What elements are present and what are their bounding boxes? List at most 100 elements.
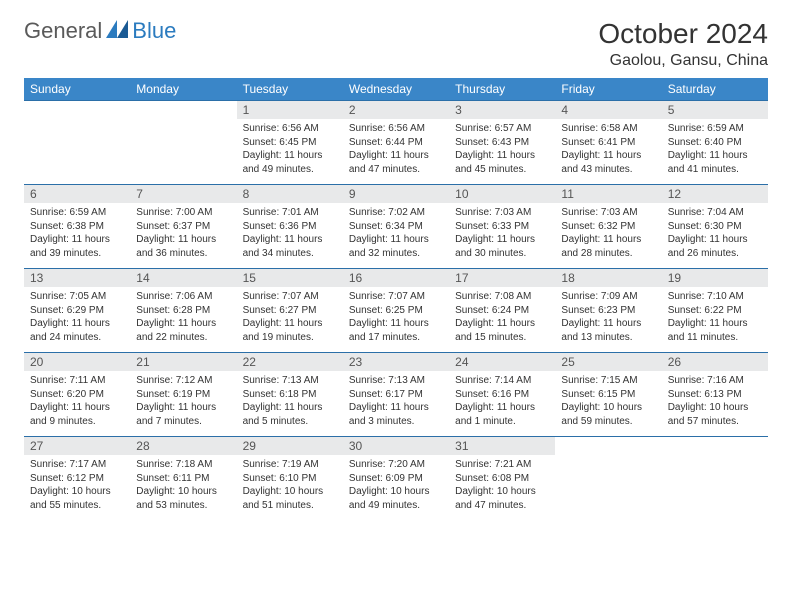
calendar-cell: 25Sunrise: 7:15 AMSunset: 6:15 PMDayligh… bbox=[555, 352, 661, 436]
calendar-cell bbox=[555, 436, 661, 520]
day-number: 18 bbox=[555, 269, 661, 287]
day-number: 26 bbox=[662, 353, 768, 371]
day-number: 30 bbox=[343, 437, 449, 455]
day-data: Sunrise: 7:19 AMSunset: 6:10 PMDaylight:… bbox=[237, 455, 343, 518]
day-number: 31 bbox=[449, 437, 555, 455]
calendar-cell: 8Sunrise: 7:01 AMSunset: 6:36 PMDaylight… bbox=[237, 184, 343, 268]
day-number: 22 bbox=[237, 353, 343, 371]
calendar-cell: 22Sunrise: 7:13 AMSunset: 6:18 PMDayligh… bbox=[237, 352, 343, 436]
day-data: Sunrise: 7:09 AMSunset: 6:23 PMDaylight:… bbox=[555, 287, 661, 350]
calendar-cell: 2Sunrise: 6:56 AMSunset: 6:44 PMDaylight… bbox=[343, 100, 449, 184]
day-data: Sunrise: 7:21 AMSunset: 6:08 PMDaylight:… bbox=[449, 455, 555, 518]
day-number: 7 bbox=[130, 185, 236, 203]
day-number: 20 bbox=[24, 353, 130, 371]
day-data: Sunrise: 6:59 AMSunset: 6:38 PMDaylight:… bbox=[24, 203, 130, 266]
calendar-cell bbox=[662, 436, 768, 520]
day-number: 13 bbox=[24, 269, 130, 287]
day-data: Sunrise: 6:59 AMSunset: 6:40 PMDaylight:… bbox=[662, 119, 768, 182]
calendar-cell: 7Sunrise: 7:00 AMSunset: 6:37 PMDaylight… bbox=[130, 184, 236, 268]
day-data: Sunrise: 7:00 AMSunset: 6:37 PMDaylight:… bbox=[130, 203, 236, 266]
day-number: 17 bbox=[449, 269, 555, 287]
weekday-header-cell: Saturday bbox=[662, 78, 768, 100]
day-number: 27 bbox=[24, 437, 130, 455]
day-number: 21 bbox=[130, 353, 236, 371]
day-data: Sunrise: 7:11 AMSunset: 6:20 PMDaylight:… bbox=[24, 371, 130, 434]
calendar-cell: 26Sunrise: 7:16 AMSunset: 6:13 PMDayligh… bbox=[662, 352, 768, 436]
day-data: Sunrise: 7:16 AMSunset: 6:13 PMDaylight:… bbox=[662, 371, 768, 434]
day-number: 12 bbox=[662, 185, 768, 203]
calendar-cell: 9Sunrise: 7:02 AMSunset: 6:34 PMDaylight… bbox=[343, 184, 449, 268]
page-header: General Blue October 2024 Gaolou, Gansu,… bbox=[24, 18, 768, 70]
calendar-cell: 27Sunrise: 7:17 AMSunset: 6:12 PMDayligh… bbox=[24, 436, 130, 520]
day-data: Sunrise: 6:56 AMSunset: 6:45 PMDaylight:… bbox=[237, 119, 343, 182]
calendar-cell bbox=[130, 100, 236, 184]
weekday-header-cell: Wednesday bbox=[343, 78, 449, 100]
logo-triangle-icon bbox=[106, 20, 128, 43]
calendar-cell: 18Sunrise: 7:09 AMSunset: 6:23 PMDayligh… bbox=[555, 268, 661, 352]
day-data: Sunrise: 7:20 AMSunset: 6:09 PMDaylight:… bbox=[343, 455, 449, 518]
calendar-cell: 14Sunrise: 7:06 AMSunset: 6:28 PMDayligh… bbox=[130, 268, 236, 352]
calendar-cell: 17Sunrise: 7:08 AMSunset: 6:24 PMDayligh… bbox=[449, 268, 555, 352]
month-title: October 2024 bbox=[598, 18, 768, 50]
day-number: 14 bbox=[130, 269, 236, 287]
calendar-page: General Blue October 2024 Gaolou, Gansu,… bbox=[0, 0, 792, 538]
weekday-header-cell: Thursday bbox=[449, 78, 555, 100]
calendar-cell: 13Sunrise: 7:05 AMSunset: 6:29 PMDayligh… bbox=[24, 268, 130, 352]
calendar-weekday-header: SundayMondayTuesdayWednesdayThursdayFrid… bbox=[24, 78, 768, 100]
day-data: Sunrise: 7:03 AMSunset: 6:32 PMDaylight:… bbox=[555, 203, 661, 266]
day-data: Sunrise: 7:14 AMSunset: 6:16 PMDaylight:… bbox=[449, 371, 555, 434]
calendar-cell: 20Sunrise: 7:11 AMSunset: 6:20 PMDayligh… bbox=[24, 352, 130, 436]
day-data: Sunrise: 7:15 AMSunset: 6:15 PMDaylight:… bbox=[555, 371, 661, 434]
day-number: 24 bbox=[449, 353, 555, 371]
day-data: Sunrise: 7:18 AMSunset: 6:11 PMDaylight:… bbox=[130, 455, 236, 518]
day-number: 16 bbox=[343, 269, 449, 287]
day-data: Sunrise: 7:08 AMSunset: 6:24 PMDaylight:… bbox=[449, 287, 555, 350]
day-data: Sunrise: 7:17 AMSunset: 6:12 PMDaylight:… bbox=[24, 455, 130, 518]
calendar-cell: 16Sunrise: 7:07 AMSunset: 6:25 PMDayligh… bbox=[343, 268, 449, 352]
calendar-cell: 29Sunrise: 7:19 AMSunset: 6:10 PMDayligh… bbox=[237, 436, 343, 520]
title-block: October 2024 Gaolou, Gansu, China bbox=[598, 18, 768, 70]
day-number: 9 bbox=[343, 185, 449, 203]
calendar-cell bbox=[24, 100, 130, 184]
calendar-cell: 19Sunrise: 7:10 AMSunset: 6:22 PMDayligh… bbox=[662, 268, 768, 352]
logo: General Blue bbox=[24, 18, 176, 44]
calendar-body: 1Sunrise: 6:56 AMSunset: 6:45 PMDaylight… bbox=[24, 100, 768, 520]
day-number: 8 bbox=[237, 185, 343, 203]
logo-text-general: General bbox=[24, 18, 102, 44]
weekday-header-cell: Tuesday bbox=[237, 78, 343, 100]
day-number: 1 bbox=[237, 101, 343, 119]
day-number: 15 bbox=[237, 269, 343, 287]
day-data: Sunrise: 7:12 AMSunset: 6:19 PMDaylight:… bbox=[130, 371, 236, 434]
day-number: 2 bbox=[343, 101, 449, 119]
day-number: 4 bbox=[555, 101, 661, 119]
calendar-cell: 3Sunrise: 6:57 AMSunset: 6:43 PMDaylight… bbox=[449, 100, 555, 184]
calendar-cell: 4Sunrise: 6:58 AMSunset: 6:41 PMDaylight… bbox=[555, 100, 661, 184]
day-data: Sunrise: 7:03 AMSunset: 6:33 PMDaylight:… bbox=[449, 203, 555, 266]
calendar-cell: 11Sunrise: 7:03 AMSunset: 6:32 PMDayligh… bbox=[555, 184, 661, 268]
day-number: 5 bbox=[662, 101, 768, 119]
day-data: Sunrise: 7:13 AMSunset: 6:17 PMDaylight:… bbox=[343, 371, 449, 434]
calendar-cell: 28Sunrise: 7:18 AMSunset: 6:11 PMDayligh… bbox=[130, 436, 236, 520]
day-data: Sunrise: 7:10 AMSunset: 6:22 PMDaylight:… bbox=[662, 287, 768, 350]
calendar-cell: 10Sunrise: 7:03 AMSunset: 6:33 PMDayligh… bbox=[449, 184, 555, 268]
day-number: 25 bbox=[555, 353, 661, 371]
calendar-cell: 23Sunrise: 7:13 AMSunset: 6:17 PMDayligh… bbox=[343, 352, 449, 436]
day-data: Sunrise: 7:07 AMSunset: 6:27 PMDaylight:… bbox=[237, 287, 343, 350]
day-number: 3 bbox=[449, 101, 555, 119]
calendar-cell: 12Sunrise: 7:04 AMSunset: 6:30 PMDayligh… bbox=[662, 184, 768, 268]
day-number: 28 bbox=[130, 437, 236, 455]
calendar-cell: 21Sunrise: 7:12 AMSunset: 6:19 PMDayligh… bbox=[130, 352, 236, 436]
day-data: Sunrise: 7:02 AMSunset: 6:34 PMDaylight:… bbox=[343, 203, 449, 266]
day-data: Sunrise: 7:07 AMSunset: 6:25 PMDaylight:… bbox=[343, 287, 449, 350]
weekday-header-cell: Friday bbox=[555, 78, 661, 100]
weekday-header-cell: Monday bbox=[130, 78, 236, 100]
calendar-cell: 30Sunrise: 7:20 AMSunset: 6:09 PMDayligh… bbox=[343, 436, 449, 520]
day-number: 29 bbox=[237, 437, 343, 455]
calendar-cell: 31Sunrise: 7:21 AMSunset: 6:08 PMDayligh… bbox=[449, 436, 555, 520]
calendar-cell: 24Sunrise: 7:14 AMSunset: 6:16 PMDayligh… bbox=[449, 352, 555, 436]
calendar-cell: 6Sunrise: 6:59 AMSunset: 6:38 PMDaylight… bbox=[24, 184, 130, 268]
day-number: 19 bbox=[662, 269, 768, 287]
day-data: Sunrise: 6:56 AMSunset: 6:44 PMDaylight:… bbox=[343, 119, 449, 182]
day-data: Sunrise: 6:58 AMSunset: 6:41 PMDaylight:… bbox=[555, 119, 661, 182]
logo-text-blue: Blue bbox=[132, 18, 176, 44]
